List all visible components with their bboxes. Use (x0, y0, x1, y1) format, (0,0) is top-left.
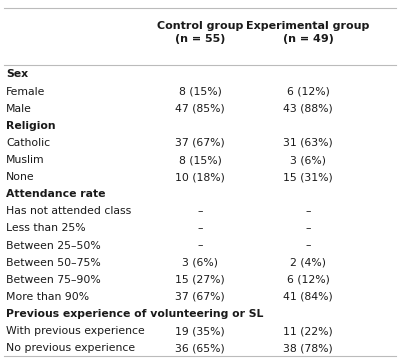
Text: 2 (4%): 2 (4%) (290, 258, 326, 268)
Text: 36 (65%): 36 (65%) (175, 343, 225, 353)
Text: Sex: Sex (6, 70, 28, 79)
Text: 11 (22%): 11 (22%) (283, 326, 333, 336)
Text: Male: Male (6, 104, 32, 114)
Text: Control group
(n = 55): Control group (n = 55) (157, 21, 243, 44)
Text: 38 (78%): 38 (78%) (283, 343, 333, 353)
Text: –: – (197, 223, 203, 233)
Text: None: None (6, 172, 35, 182)
Text: 15 (31%): 15 (31%) (283, 172, 333, 182)
Text: –: – (305, 223, 311, 233)
Text: Catholic: Catholic (6, 138, 50, 148)
Text: 15 (27%): 15 (27%) (175, 275, 225, 285)
Text: Between 25–50%: Between 25–50% (6, 241, 101, 250)
Text: –: – (305, 241, 311, 250)
Text: 47 (85%): 47 (85%) (175, 104, 225, 114)
Text: 43 (88%): 43 (88%) (283, 104, 333, 114)
Text: More than 90%: More than 90% (6, 292, 89, 302)
Text: 37 (67%): 37 (67%) (175, 138, 225, 148)
Text: 37 (67%): 37 (67%) (175, 292, 225, 302)
Text: –: – (305, 206, 311, 216)
Text: Previous experience of volunteering or SL: Previous experience of volunteering or S… (6, 309, 263, 319)
Text: Muslim: Muslim (6, 155, 45, 165)
Text: 8 (15%): 8 (15%) (178, 155, 222, 165)
Text: Less than 25%: Less than 25% (6, 223, 86, 233)
Text: 8 (15%): 8 (15%) (178, 87, 222, 96)
Text: Attendance rate: Attendance rate (6, 189, 106, 199)
Text: –: – (197, 241, 203, 250)
Text: Female: Female (6, 87, 45, 96)
Text: 19 (35%): 19 (35%) (175, 326, 225, 336)
Text: Religion: Religion (6, 121, 56, 131)
Text: Between 75–90%: Between 75–90% (6, 275, 101, 285)
Text: 3 (6%): 3 (6%) (290, 155, 326, 165)
Text: –: – (197, 206, 203, 216)
Text: Experimental group
(n = 49): Experimental group (n = 49) (246, 21, 370, 44)
Text: Has not attended class: Has not attended class (6, 206, 131, 216)
Text: No previous experience: No previous experience (6, 343, 135, 353)
Text: 31 (63%): 31 (63%) (283, 138, 333, 148)
Text: 6 (12%): 6 (12%) (286, 87, 330, 96)
Text: Between 50–75%: Between 50–75% (6, 258, 101, 268)
Text: 3 (6%): 3 (6%) (182, 258, 218, 268)
Text: 41 (84%): 41 (84%) (283, 292, 333, 302)
Text: With previous experience: With previous experience (6, 326, 145, 336)
Text: 6 (12%): 6 (12%) (286, 275, 330, 285)
Text: 10 (18%): 10 (18%) (175, 172, 225, 182)
